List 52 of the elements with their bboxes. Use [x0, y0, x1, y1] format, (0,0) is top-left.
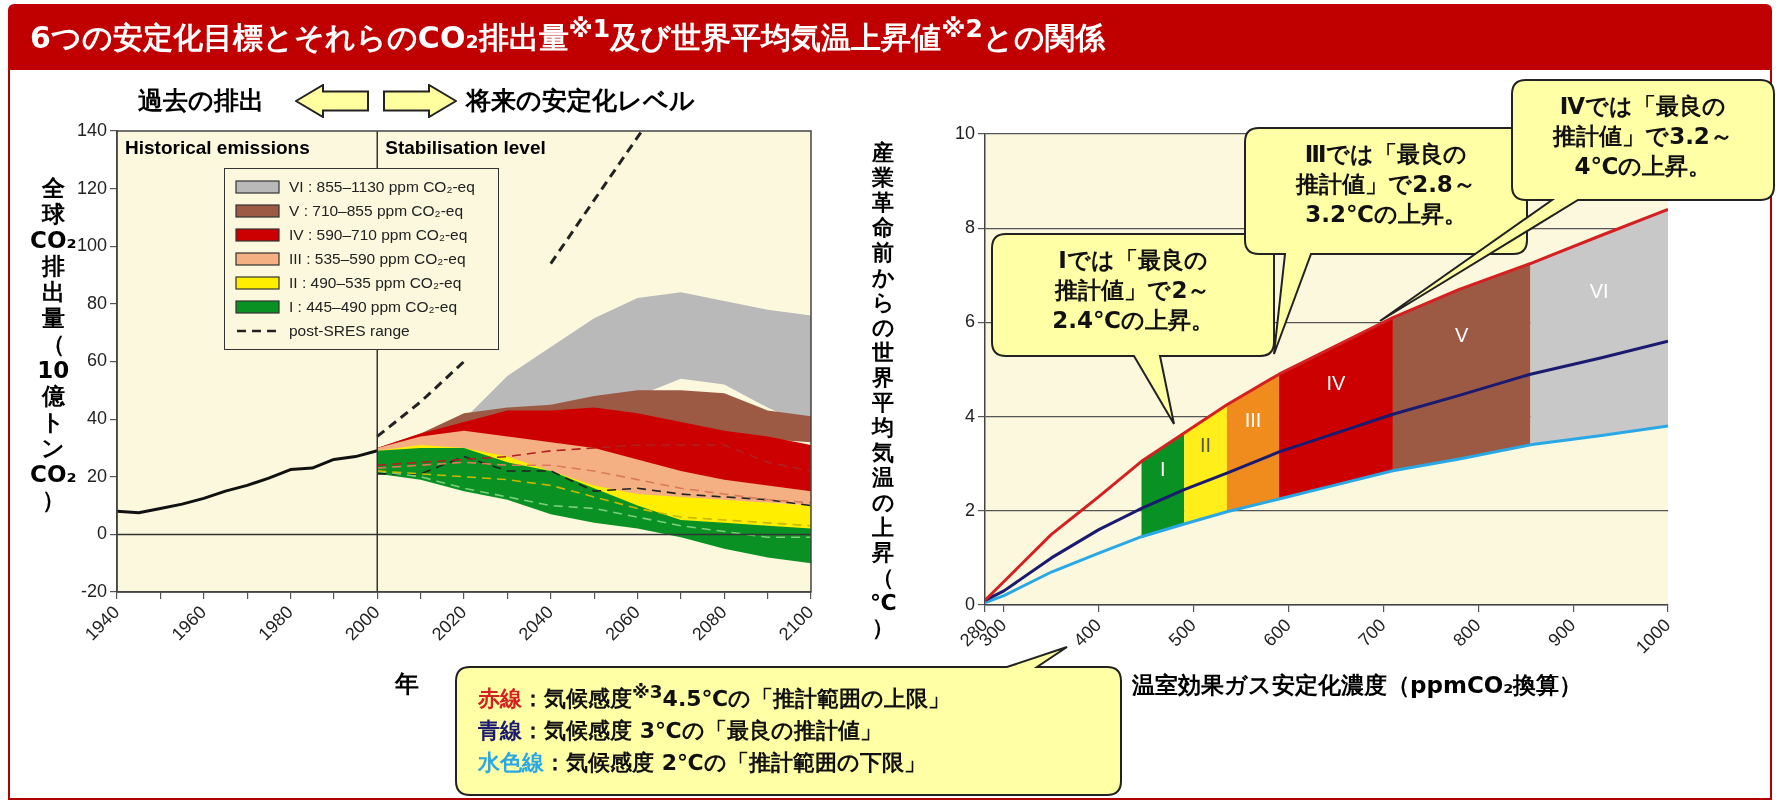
legend-label: VI : 855–1130 ppm CO₂-eq: [289, 178, 475, 196]
chart-title: 6つの安定化目標とそれらのCO₂排出量$^{※1}$及び世界平均気温上昇値$^{※2}$との関係: [30, 14, 1105, 57]
text: 産業革命前からの世界平均気温の上昇（℃）: [870, 140, 897, 640]
x-tick-label: 400: [1069, 614, 1106, 651]
x-tick-label: 800: [1449, 614, 1485, 651]
y-tick-label: 0: [964, 593, 975, 614]
line-series: [376, 470, 811, 527]
legend-label: V : 710–855 ppm CO₂-eq: [289, 202, 464, 220]
y-tick-label: -20: [80, 580, 107, 601]
annotation: Historical emissions: [125, 137, 310, 159]
annotation: IV: [1326, 372, 1347, 395]
y-tick-label: 20: [86, 465, 107, 486]
y-tick-label: 120: [76, 177, 107, 198]
text: 赤線：気候感度$^{※3}$4.5℃の「推計範囲の上限」: [478, 681, 951, 712]
x-tick-label: 500: [1164, 614, 1201, 651]
text: 全球CO₂排出量（10億トンCO₂）: [30, 175, 77, 513]
annotation: II: [1199, 434, 1212, 457]
legend-label: II : 490–535 ppm CO₂-eq: [289, 274, 462, 292]
x-tick-label: 900: [1544, 614, 1580, 651]
x-tick-label: 600: [1259, 614, 1295, 651]
y-tick-label: 4: [964, 405, 975, 426]
y-tick-label: 6: [964, 311, 975, 332]
y-tick-label: 40: [86, 408, 107, 429]
text: 水色線：気候感度 2℃の「推計範囲の下限」: [478, 750, 926, 776]
text: 青線：気候感度 3℃の「最良の推計値」: [478, 718, 882, 744]
y-tick-label: 60: [86, 350, 107, 371]
x-axis-title: 年: [395, 669, 419, 700]
y-tick-label: 0: [96, 523, 107, 544]
y-tick-label: 10: [954, 122, 975, 143]
legend-label: I : 445–490 ppm CO₂-eq: [289, 298, 458, 316]
text: 過去の排出: [138, 85, 264, 117]
text: 将来の安定化レベル: [466, 85, 695, 117]
y-tick-label: 80: [86, 292, 107, 313]
annotation: Ⅳでは「最良の推計値」で3.2～4℃の上昇。: [1551, 92, 1734, 181]
annotation: Ⅲでは「最良の推計値」で2.8～3.2℃の上昇。: [1294, 140, 1477, 229]
annotation: Stabilisation level: [385, 137, 546, 159]
legend-label: post-SRES range: [289, 322, 410, 340]
annotation: Ⅰでは「最良の推計値」で2～2.4℃の上昇。: [1051, 246, 1215, 335]
y-tick-label: 140: [76, 119, 107, 140]
legend-label: III : 535–590 ppm CO₂-eq: [289, 250, 466, 268]
annotation: III: [1244, 409, 1262, 432]
line-series: [376, 461, 811, 504]
x-tick-label: 700: [1354, 614, 1390, 651]
legend-label: IV : 590–710 ppm CO₂-eq: [289, 226, 468, 244]
annotation: I: [1160, 458, 1166, 481]
line-series: [376, 444, 811, 472]
y-tick-label: 2: [964, 499, 975, 520]
x-axis-title: 温室効果ガス安定化濃度（ppmCO₂換算）: [1132, 671, 1583, 700]
annotation: V: [1455, 323, 1470, 346]
y-tick-label: 100: [76, 235, 107, 256]
line-series: [376, 455, 811, 507]
y-tick-label: 8: [964, 217, 975, 238]
